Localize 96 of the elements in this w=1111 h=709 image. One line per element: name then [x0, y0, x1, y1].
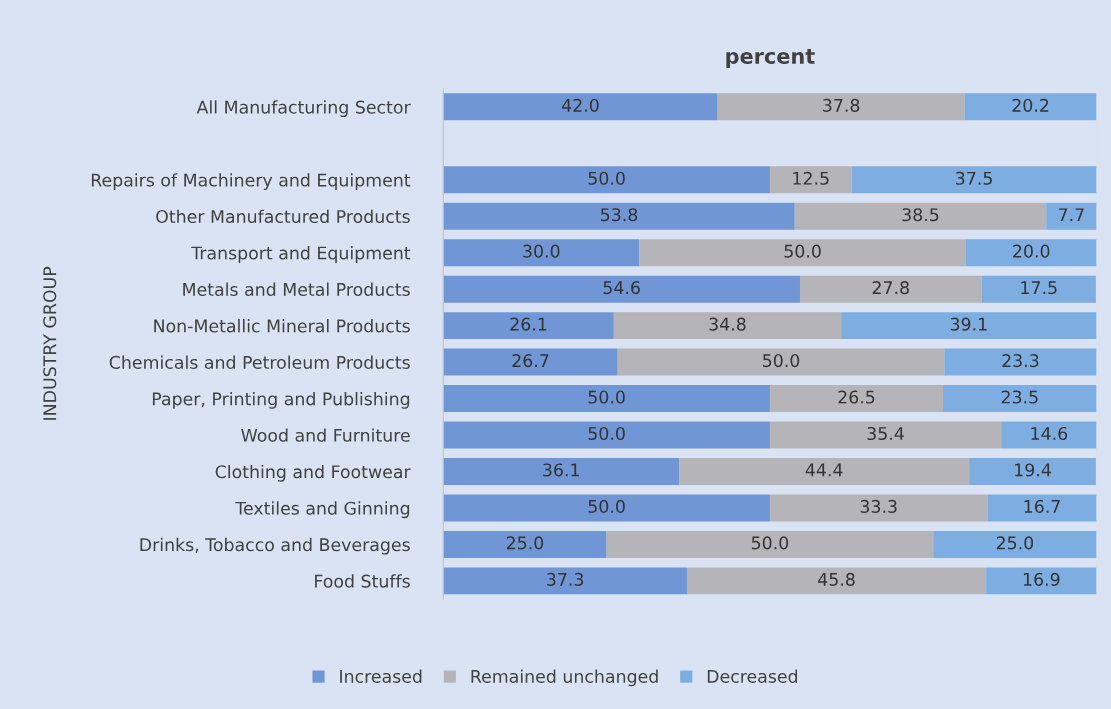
- data-label: 23.5: [1001, 390, 1038, 404]
- data-label: 50.0: [763, 354, 800, 368]
- data-label: 34.8: [709, 317, 746, 331]
- y-tick-label: Textiles and Ginning: [235, 501, 410, 519]
- bar: [794, 202, 1047, 230]
- y-tick-label: Other Manufactured Products: [156, 209, 410, 224]
- y-tick-label: Non-Metallic Mineral Products: [154, 319, 410, 333]
- data-label: 37.3: [547, 572, 584, 586]
- data-label: 37.5: [956, 171, 992, 185]
- bar: [965, 239, 1097, 267]
- bar: [443, 421, 770, 449]
- bar: [443, 239, 640, 267]
- data-label: 35.4: [867, 426, 904, 441]
- data-label: 39.1: [950, 317, 987, 331]
- bar: [679, 457, 970, 485]
- bar: [443, 312, 614, 340]
- bar: [944, 348, 1097, 376]
- bar: [443, 166, 770, 194]
- bar: [769, 494, 988, 522]
- bar: [686, 567, 987, 595]
- bar: [443, 275, 800, 303]
- data-label: 38.5: [902, 208, 939, 222]
- bar: [443, 567, 687, 595]
- chart-title: percent: [726, 49, 815, 68]
- data-label: 27.8: [872, 281, 909, 295]
- data-label: 26.7: [512, 354, 549, 368]
- y-tick-label: Chemicals and Petroleum Products: [109, 355, 410, 369]
- data-label: 26.1: [510, 317, 547, 331]
- data-label: 19.4: [1015, 463, 1051, 477]
- bar: [443, 385, 770, 413]
- data-label: 25.0: [506, 536, 544, 550]
- data-label: 53.8: [601, 208, 638, 222]
- data-label: 26.5: [838, 390, 875, 404]
- data-label: 25.0: [996, 536, 1034, 550]
- y-tick-label: Wood and Furniture: [241, 428, 410, 442]
- bar: [769, 166, 852, 194]
- bar: [981, 275, 1096, 303]
- bar: [443, 530, 607, 558]
- bar: [1046, 202, 1097, 230]
- data-label: 42.0: [562, 98, 599, 112]
- bar: [443, 494, 770, 522]
- bar: [769, 385, 944, 413]
- data-label: 17.5: [1021, 281, 1057, 295]
- bar: [617, 348, 945, 376]
- data-label: 50.0: [751, 536, 789, 550]
- data-label: 50.0: [588, 390, 625, 404]
- data-label: 37.8: [823, 98, 860, 112]
- data-label: 30.0: [523, 244, 560, 258]
- data-label: 45.8: [818, 572, 855, 586]
- bar: [443, 93, 718, 121]
- data-label: 54.6: [603, 281, 640, 295]
- data-label: 16.9: [1023, 572, 1060, 586]
- bar: [717, 93, 965, 121]
- bar: [841, 312, 1097, 340]
- data-label: 50.0: [588, 171, 625, 185]
- y-tick-label: Clothing and Footwear: [215, 464, 411, 482]
- bar: [1001, 421, 1097, 449]
- data-label: 44.4: [805, 463, 843, 477]
- bar: [851, 166, 1097, 194]
- legend-label: Decreased: [707, 669, 797, 683]
- bar: [987, 494, 1097, 522]
- y-tick-label: Transport and Equipment: [191, 246, 411, 263]
- data-label: 20.0: [1013, 244, 1050, 258]
- data-label: 50.0: [588, 499, 625, 513]
- data-label: 36.1: [543, 463, 579, 477]
- bar: [769, 421, 1002, 449]
- bar: [443, 202, 795, 230]
- y-tick-label: Paper, Printing and Publishing: [152, 391, 410, 409]
- bar: [443, 348, 618, 376]
- data-label: 23.3: [1002, 354, 1039, 368]
- data-label: 7.7: [1059, 208, 1084, 222]
- bar: [443, 457, 680, 485]
- data-label: 20.2: [1012, 98, 1049, 112]
- data-label: 16.7: [1024, 499, 1060, 513]
- bar: [799, 275, 982, 303]
- bar: [964, 93, 1097, 121]
- y-tick-label: Food Stuffs: [315, 574, 410, 588]
- bar: [639, 239, 966, 267]
- y-tick-label: Metals and Metal Products: [183, 282, 410, 297]
- data-label: 50.0: [784, 244, 821, 258]
- bar: [986, 567, 1097, 595]
- data-label: 14.6: [1031, 426, 1068, 441]
- bar: [606, 530, 934, 558]
- legend-label: Remained unchanged: [471, 669, 658, 687]
- bar: [613, 312, 842, 340]
- y-axis-title: INDUSTRY GROUP: [43, 266, 57, 420]
- bar: [943, 385, 1097, 413]
- bar: [933, 530, 1097, 558]
- legend-label: Increased: [340, 669, 422, 683]
- data-label: 33.3: [860, 499, 897, 513]
- data-label: 12.5: [793, 171, 829, 185]
- data-label: 50.0: [588, 426, 625, 441]
- y-tick-label: Drinks, Tobacco and Beverages: [140, 537, 410, 555]
- y-tick-label: All Manufacturing Sector: [196, 100, 411, 118]
- y-tick-label: Repairs of Machinery and Equipment: [91, 173, 411, 190]
- bar: [969, 457, 1096, 485]
